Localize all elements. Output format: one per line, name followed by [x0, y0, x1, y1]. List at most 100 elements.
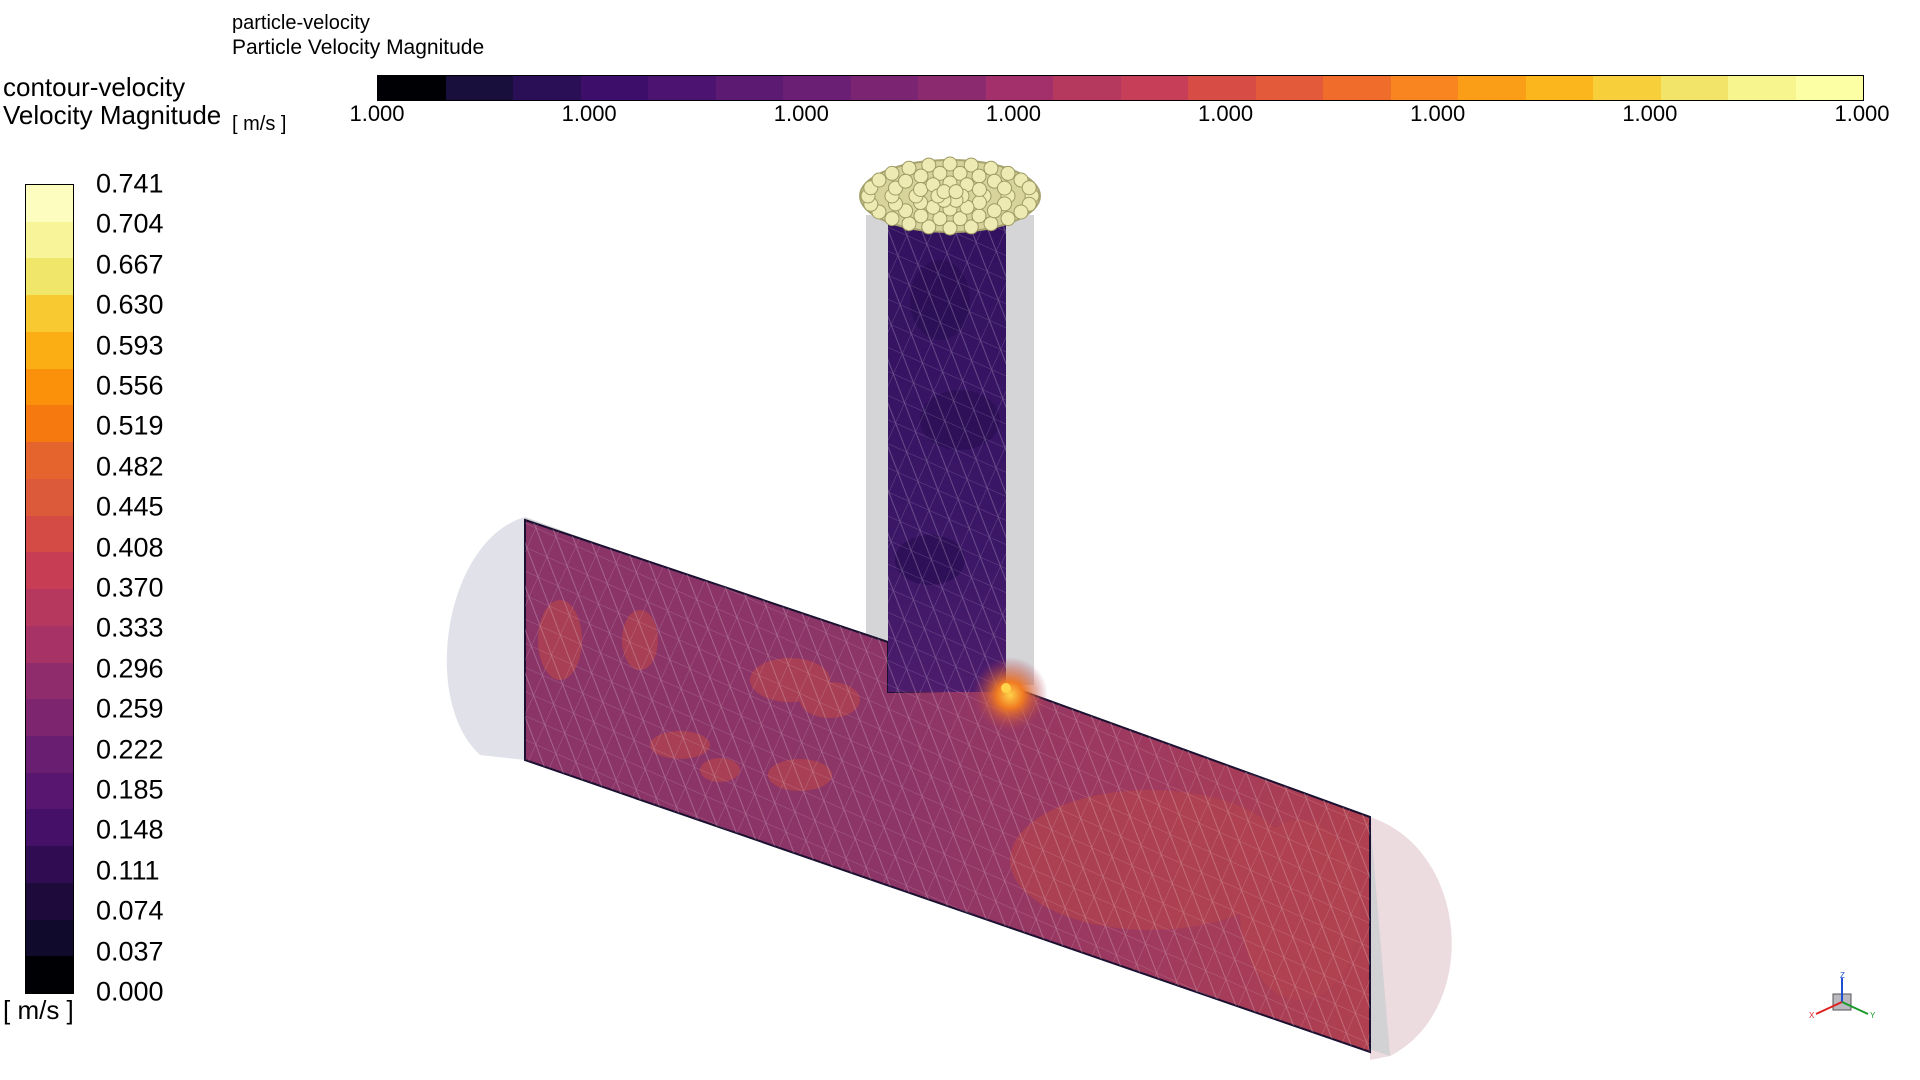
contour-colorbar-segment — [26, 478, 73, 516]
contour-legend-field: Velocity Magnitude — [3, 100, 222, 130]
contour-colorbar-tick: 0.667 — [96, 249, 164, 280]
x-axis-line — [1815, 1001, 1843, 1015]
particle-sphere — [884, 211, 900, 227]
contour-colorbar-tick: 0.482 — [96, 451, 164, 482]
contour-colorbar-tick: 0.037 — [96, 936, 164, 967]
contour-colorbar-tick: 0.222 — [96, 734, 164, 765]
particle-colorbar-segment — [1053, 76, 1121, 100]
particle-colorbar-segment — [918, 76, 986, 100]
particle-colorbar-segment — [985, 76, 1053, 100]
contour-colorbar-segment — [26, 552, 73, 590]
particle-sphere — [983, 216, 999, 232]
contour-colorbar-segment — [26, 442, 73, 479]
particle-colorbar-segment — [1728, 76, 1796, 100]
contour-colorbar — [25, 184, 74, 994]
particle-sphere — [971, 208, 987, 224]
particle-colorbar-segment — [1255, 76, 1323, 100]
particle-colorbar-tick: 1.000 — [1410, 101, 1466, 126]
particle-sphere — [983, 160, 999, 176]
particle-sphere — [1021, 180, 1037, 196]
particle-sphere — [932, 165, 948, 181]
particle-sphere — [986, 203, 1002, 219]
particle-sphere — [921, 219, 937, 235]
contour-colorbar-segment — [26, 185, 73, 222]
contour-colorbar-segment — [26, 809, 73, 847]
particle-sphere — [971, 182, 987, 197]
contour-colorbar-tick: 0.185 — [96, 774, 164, 805]
particle-sphere — [871, 172, 887, 188]
contour-legend-name: contour-velocity — [3, 72, 186, 102]
contour-colorbar-segment — [26, 589, 73, 626]
particle-colorbar-segment — [1323, 76, 1391, 100]
particle-sphere — [901, 160, 917, 176]
particle-colorbar-segment — [1795, 76, 1863, 100]
particle-colorbar-segment — [648, 76, 716, 100]
contour-colorbar-tick: 0.370 — [96, 572, 164, 603]
particle-sphere — [884, 165, 900, 181]
y-axis-label: Y — [1870, 1011, 1876, 1020]
contour-colorbar-tick: 0.148 — [96, 814, 164, 845]
contour-colorbar-segment — [26, 295, 73, 332]
particle-colorbar-segment — [1593, 76, 1661, 100]
particle-sphere — [901, 216, 917, 232]
mesh-overlay-main — [525, 520, 1370, 1052]
particle-sphere — [942, 156, 958, 172]
contour-colorbar-tick: 0.000 — [96, 976, 164, 1007]
contour-colorbar-tick: 0.333 — [96, 612, 164, 643]
contour-colorbar-segment — [26, 405, 73, 443]
contour-colorbar-segment — [26, 221, 73, 259]
particle-colorbar-tick: 1.000 — [773, 101, 829, 126]
contour-colorbar-tick: 0.630 — [96, 289, 164, 320]
junction-hotspot-core — [1001, 683, 1011, 693]
contour-colorbar-tick: 0.074 — [96, 895, 164, 926]
contour-colorbar-tick: 0.111 — [96, 855, 160, 886]
particle-sphere — [913, 168, 929, 184]
particle-colorbar-segment — [378, 76, 446, 100]
contour-colorbar-tick: 0.556 — [96, 370, 164, 401]
particle-colorbar-segment — [850, 76, 918, 100]
contour-colorbar-segment — [26, 515, 73, 553]
particle-colorbar-segment — [513, 76, 581, 100]
particle-legend-unit: [ m/s ] — [232, 113, 287, 135]
contour-colorbar-segment — [26, 699, 73, 737]
particle-sphere — [1000, 165, 1016, 181]
contour-colorbar-tick: 0.296 — [96, 653, 164, 684]
particle-colorbar-segment — [445, 76, 513, 100]
contour-colorbar-segment — [26, 956, 73, 994]
particle-colorbar-segment — [1458, 76, 1526, 100]
y-axis-line — [1841, 1001, 1869, 1015]
particle-colorbar-tick: 1.000 — [1622, 101, 1678, 126]
particle-colorbar-segment — [1660, 76, 1728, 100]
particle-injection-disc — [859, 156, 1041, 236]
contour-colorbar-tick: 0.704 — [96, 208, 164, 239]
particle-sphere — [1013, 204, 1029, 220]
particle-sphere — [963, 219, 979, 235]
contour-colorbar-tick: 0.445 — [96, 491, 164, 522]
z-axis-label: Z — [1840, 972, 1845, 980]
particle-colorbar-segment — [715, 76, 783, 100]
x-axis-label: X — [1809, 1011, 1815, 1020]
contour-colorbar-tick: 0.741 — [96, 168, 164, 199]
junction-hotspot — [972, 657, 1048, 733]
particle-colorbar-segment — [1188, 76, 1256, 100]
particle-sphere — [942, 220, 958, 236]
particle-sphere — [913, 182, 929, 197]
particle-legend-field: Particle Velocity Magnitude — [232, 36, 485, 59]
contour-colorbar-tick: 0.519 — [96, 410, 164, 441]
particle-colorbar-tick: 1.000 — [1198, 101, 1254, 126]
particle-colorbar-segment — [1120, 76, 1188, 100]
axis-triad[interactable]: Z X Y — [1808, 972, 1878, 1032]
particle-sphere — [963, 157, 979, 173]
contour-colorbar-tick: 0.593 — [96, 330, 164, 361]
contour-colorbar-segment — [26, 736, 73, 773]
particle-sphere — [1000, 211, 1016, 227]
contour-colorbar-segment — [26, 368, 73, 406]
contour-colorbar-segment — [26, 882, 73, 920]
contour-colorbar-segment — [26, 919, 73, 957]
particle-sphere — [913, 208, 929, 224]
contour-colorbar-segment — [26, 846, 73, 883]
particle-sphere — [997, 180, 1013, 196]
left-end-cap — [446, 517, 525, 760]
particle-sphere — [971, 168, 987, 184]
